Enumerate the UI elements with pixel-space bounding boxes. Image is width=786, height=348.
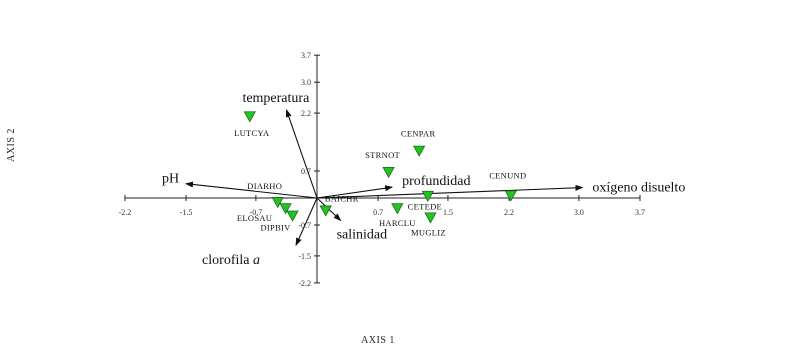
vector-label: profundidad [402, 174, 470, 189]
site-label: DIARHO [247, 181, 282, 191]
site-label: CENUND [489, 170, 526, 180]
site-label: STRNOT [365, 150, 400, 160]
vector-label: temperatura [242, 91, 310, 106]
y-axis-title: AXIS 2 [6, 128, 17, 162]
vector-arrow [285, 109, 318, 199]
site-label: DIPBIV [260, 222, 291, 232]
site-marker [319, 205, 332, 217]
site-marker [424, 212, 437, 224]
site-label: CENPAR [401, 129, 436, 139]
y-tick-label: 3.7 [301, 51, 311, 60]
x-tick-label: 1.5 [443, 208, 453, 217]
vector-label: clorofila a [202, 253, 260, 268]
site-label: BAICHR [325, 193, 359, 203]
vector-arrow [185, 181, 318, 199]
y-tick-label: 0.7 [301, 167, 311, 176]
site-marker [286, 210, 299, 222]
vector-label: pH [162, 172, 179, 187]
site-marker [412, 145, 426, 157]
vector-arrow [316, 185, 394, 199]
vector-arrow [316, 184, 584, 199]
x-tick-label: -1.5 [180, 208, 193, 217]
vector-label: salinidad [337, 227, 388, 242]
y-tick-label: 3.0 [301, 78, 311, 87]
site-marker [421, 190, 435, 203]
site-marker [382, 166, 395, 179]
x-tick-label: -0.7 [250, 208, 263, 217]
x-tick-label: 2.2 [504, 208, 514, 217]
site-marker [279, 203, 292, 215]
site-label: LUTCYA [234, 128, 270, 138]
vector-arrow [295, 197, 318, 247]
x-tick-label: 0.7 [373, 208, 383, 217]
y-tick-label: -2.2 [298, 279, 311, 288]
site-marker [271, 197, 284, 209]
axes: -2.2 -1.5 -0.7 0.7 1.5 2.2 3.0 3.7 3.7 3.0 2.2 0.7 -… [119, 51, 645, 288]
site-label: ELOSAU [237, 213, 272, 223]
vector-label: oxígeno disuelto [592, 181, 685, 196]
site-marker [243, 111, 256, 123]
site-points: LUTCYA CENPAR STRNOT CENUND DIARHO ELOSAUDIPB… [234, 111, 526, 237]
site-marker [391, 203, 404, 215]
site-label: MUGLIZ [411, 227, 446, 237]
x-tick-label: -2.2 [119, 208, 132, 217]
x-tick-label: 3.0 [574, 208, 584, 217]
y-tick-label: 2.2 [301, 109, 311, 118]
y-tick-label: -1.5 [298, 252, 311, 261]
x-axis-title: AXIS 1 [361, 335, 395, 346]
site-label: HARCLU [379, 218, 416, 228]
site-label: CETEDE [408, 202, 442, 212]
x-tick-label: 3.7 [635, 208, 645, 217]
site-marker [504, 190, 517, 202]
environmental-vectors: temperatura pH profundidad oxígeno disuelto… [162, 91, 685, 268]
